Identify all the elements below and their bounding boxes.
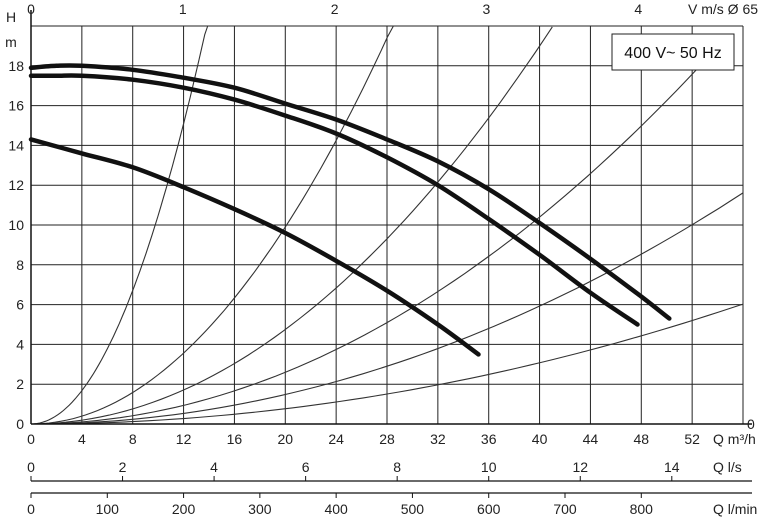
pump-curve xyxy=(28,63,672,321)
y-tick-label: 6 xyxy=(16,297,24,313)
lmin-axis-tick-label: 500 xyxy=(401,501,425,517)
ls-axis-tick-label: 2 xyxy=(119,459,127,475)
lmin-axis-tick-label: 700 xyxy=(553,501,577,517)
y-tick-label: 16 xyxy=(8,98,24,114)
lmin-axis-title: Q l/min xyxy=(713,501,757,517)
ls-axis-title: Q l/s xyxy=(713,459,742,475)
x-tick-label: 32 xyxy=(430,431,446,447)
top-axis-tick-label: 2 xyxy=(331,1,339,17)
ls-axis-tick-label: 14 xyxy=(664,459,680,475)
system-curve xyxy=(30,25,209,425)
x-axis-title: Q m³/h xyxy=(713,431,756,447)
y-tick-label: 2 xyxy=(16,376,24,392)
y-tick-label: 4 xyxy=(16,336,24,352)
system-curve xyxy=(31,303,744,425)
x-tick-label: 28 xyxy=(379,431,395,447)
y-tick-label: 18 xyxy=(8,58,24,74)
ls-axis-tick-label: 10 xyxy=(481,459,497,475)
lmin-axis-tick-label: 300 xyxy=(248,501,272,517)
system-curve xyxy=(30,25,394,425)
top-axis-tick-label: 4 xyxy=(634,1,642,17)
x-tick-label: 16 xyxy=(227,431,243,447)
x-tick-label: 12 xyxy=(176,431,192,447)
x-tick-label: 36 xyxy=(481,431,497,447)
y-axis-unit: m xyxy=(5,34,17,50)
x-tick-label: 44 xyxy=(583,431,599,447)
badge-box xyxy=(611,33,735,71)
y-tick-label-right: 0 xyxy=(747,416,755,432)
y-tick-label: 12 xyxy=(8,177,24,193)
system-curve xyxy=(30,26,553,425)
x-tick-label: 24 xyxy=(328,431,344,447)
lmin-axis-tick-label: 800 xyxy=(630,501,654,517)
x-tick-label: 52 xyxy=(684,431,700,447)
y-tick-label: 10 xyxy=(8,217,24,233)
lmin-axis-tick-label: 200 xyxy=(172,501,196,517)
y-tick-label: 8 xyxy=(16,257,24,273)
x-tick-label: 20 xyxy=(277,431,293,447)
x-tick-label: 48 xyxy=(633,431,649,447)
ls-axis-tick-label: 4 xyxy=(210,459,218,475)
y-axis-title: H xyxy=(6,9,16,25)
y-tick-label: 0 xyxy=(16,416,24,432)
system-curves xyxy=(30,25,744,425)
pump-curve xyxy=(28,137,481,357)
voltage-frequency-badge: 400 V~ 50 Hz xyxy=(611,33,735,71)
x-tick-label: 0 xyxy=(27,431,35,447)
ls-axis-tick-label: 0 xyxy=(27,459,35,475)
top-axis-tick-label: 0 xyxy=(27,1,35,17)
x-tick-label: 40 xyxy=(532,431,548,447)
ls-axis-tick-label: 8 xyxy=(393,459,401,475)
top-axis-tick-label: 1 xyxy=(179,1,187,17)
y-tick-label: 14 xyxy=(8,137,24,153)
top-axis-title: V m/s Ø 65 xyxy=(688,1,758,17)
lmin-axis-tick-label: 600 xyxy=(477,501,501,517)
pump-curves xyxy=(28,63,672,357)
ls-axis-tick-label: 6 xyxy=(302,459,310,475)
system-curve xyxy=(30,67,699,425)
lmin-axis-tick-label: 400 xyxy=(324,501,348,517)
x-tick-label: 8 xyxy=(129,431,137,447)
x-tick-label: 4 xyxy=(78,431,86,447)
grid xyxy=(30,25,744,425)
system-curve xyxy=(30,192,744,425)
pump-curve xyxy=(28,73,640,327)
ls-axis-tick-label: 12 xyxy=(572,459,588,475)
lmin-axis-tick-label: 100 xyxy=(96,501,120,517)
lmin-axis-tick-label: 0 xyxy=(27,501,35,517)
badge-label: 400 V~ 50 Hz xyxy=(624,45,721,62)
top-axis-tick-label: 3 xyxy=(483,1,491,17)
